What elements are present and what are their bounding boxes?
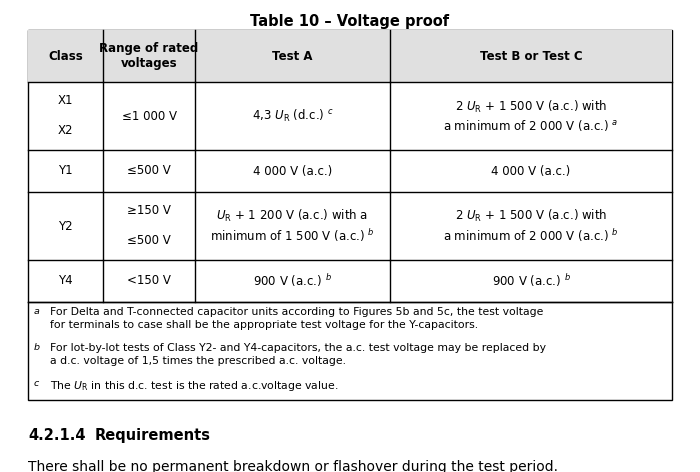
Text: For lot-by-lot tests of Class Y2- and Y4-capacitors, the a.c. test voltage may b: For lot-by-lot tests of Class Y2- and Y4… bbox=[50, 343, 546, 353]
Text: Y1: Y1 bbox=[58, 165, 73, 177]
Text: 4 000 V (a.c.): 4 000 V (a.c.) bbox=[491, 165, 570, 177]
Text: 2 $U_\mathrm{R}$ + 1 500 V (a.c.) with
a minimum of 2 000 V (a.c.) $^a$: 2 $U_\mathrm{R}$ + 1 500 V (a.c.) with a… bbox=[443, 99, 619, 133]
Text: Y4: Y4 bbox=[58, 275, 73, 287]
Text: a: a bbox=[34, 307, 40, 316]
Text: Test B or Test C: Test B or Test C bbox=[480, 50, 582, 62]
Text: 4,3 $U_\mathrm{R}$ (d.c.) $^c$: 4,3 $U_\mathrm{R}$ (d.c.) $^c$ bbox=[252, 108, 333, 124]
Text: ≤500 V: ≤500 V bbox=[127, 165, 171, 177]
Text: ≥150 V

≤500 V: ≥150 V ≤500 V bbox=[127, 204, 171, 247]
Text: For Delta and T-connected capacitor units according to Figures 5b and 5c, the te: For Delta and T-connected capacitor unit… bbox=[50, 307, 543, 317]
Text: 900 V (a.c.) $^b$: 900 V (a.c.) $^b$ bbox=[491, 272, 570, 289]
Text: Requirements: Requirements bbox=[95, 428, 211, 443]
Text: The $U_\mathrm{R}$ in this d.c. test is the rated a.c.voltage value.: The $U_\mathrm{R}$ in this d.c. test is … bbox=[50, 379, 339, 393]
Text: Class: Class bbox=[48, 50, 83, 62]
Text: Test A: Test A bbox=[272, 50, 313, 62]
Text: 2 $U_\mathrm{R}$ + 1 500 V (a.c.) with
a minimum of 2 000 V (a.c.) $^b$: 2 $U_\mathrm{R}$ + 1 500 V (a.c.) with a… bbox=[443, 208, 619, 244]
Text: a d.c. voltage of 1,5 times the prescribed a.c. voltage.: a d.c. voltage of 1,5 times the prescrib… bbox=[50, 356, 346, 366]
Text: <150 V: <150 V bbox=[127, 275, 171, 287]
Text: $U_\mathrm{R}$ + 1 200 V (a.c.) with a
minimum of 1 500 V (a.c.) $^b$: $U_\mathrm{R}$ + 1 200 V (a.c.) with a m… bbox=[210, 208, 375, 244]
Text: 4.2.1.4: 4.2.1.4 bbox=[28, 428, 85, 443]
Text: Table 10 – Voltage proof: Table 10 – Voltage proof bbox=[251, 14, 449, 29]
Text: Y2: Y2 bbox=[58, 219, 73, 233]
Text: ≤1 000 V: ≤1 000 V bbox=[122, 110, 176, 123]
Text: b: b bbox=[34, 343, 40, 352]
Bar bbox=[28, 30, 672, 400]
Text: Range of rated
voltages: Range of rated voltages bbox=[99, 42, 199, 70]
Text: There shall be no permanent breakdown or flashover during the test period.: There shall be no permanent breakdown or… bbox=[28, 460, 558, 472]
Text: for terminals to case shall be the appropriate test voltage for the Y-capacitors: for terminals to case shall be the appro… bbox=[50, 320, 478, 330]
Bar bbox=[28, 30, 672, 82]
Text: 4 000 V (a.c.): 4 000 V (a.c.) bbox=[253, 165, 332, 177]
Text: 900 V (a.c.) $^b$: 900 V (a.c.) $^b$ bbox=[253, 272, 332, 289]
Text: X1

X2: X1 X2 bbox=[57, 94, 74, 137]
Text: c: c bbox=[34, 379, 39, 388]
